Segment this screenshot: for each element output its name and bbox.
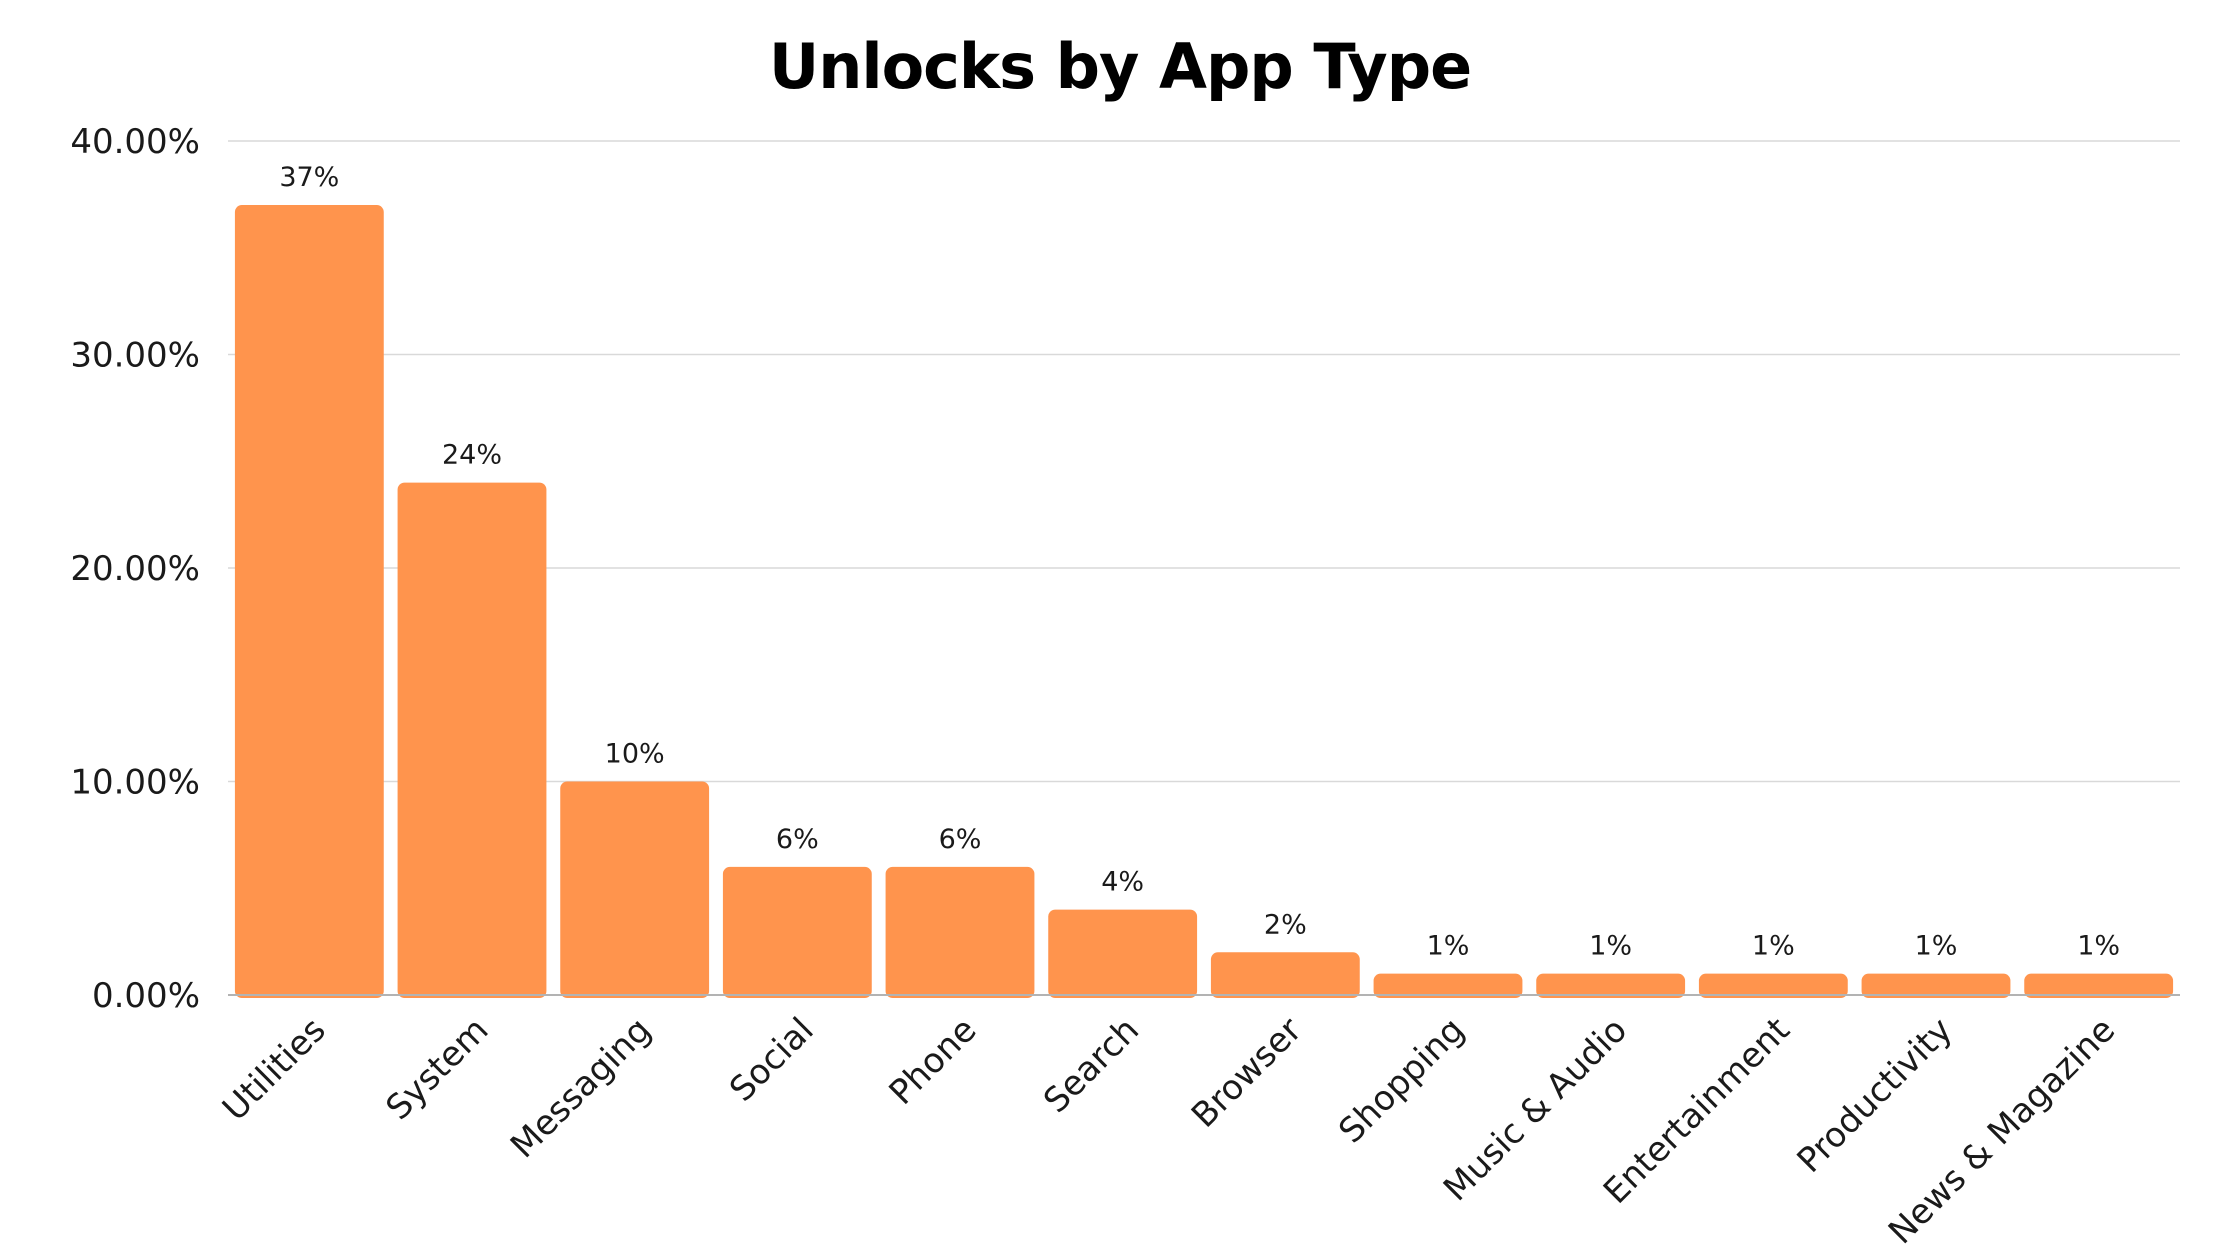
x-category-label: Productivity	[1790, 1010, 1961, 1181]
y-tick-label: 10.00%	[70, 763, 200, 803]
bar	[1698, 973, 1848, 998]
bar	[1536, 973, 1686, 998]
y-tick-label: 0.00%	[92, 976, 200, 1016]
x-category-label: System	[378, 1010, 496, 1128]
data-label: 6%	[939, 824, 982, 855]
data-label: 1%	[1915, 931, 1958, 962]
x-category-label: Social	[722, 1010, 822, 1110]
data-label: 6%	[776, 824, 819, 855]
x-category-label: Browser	[1184, 1010, 1310, 1136]
data-label: 1%	[1589, 931, 1632, 962]
chart-title: Unlocks by App Type	[768, 30, 1472, 103]
bar	[1048, 909, 1198, 998]
bar	[1210, 952, 1360, 998]
x-category-label: Messaging	[503, 1010, 659, 1166]
bar	[397, 482, 547, 999]
bar	[885, 866, 1035, 998]
x-category-label: Phone	[882, 1010, 985, 1113]
bar	[722, 866, 872, 998]
data-label: 2%	[1264, 909, 1307, 940]
bar	[234, 205, 384, 999]
data-label: 4%	[1101, 867, 1144, 898]
bar	[560, 781, 710, 998]
data-label: 24%	[442, 440, 502, 471]
bar	[2024, 973, 2174, 998]
data-label: 1%	[1427, 931, 1470, 962]
y-tick-label: 30.00%	[70, 336, 200, 376]
x-category-label: Shopping	[1331, 1010, 1472, 1151]
bars	[234, 205, 2174, 999]
data-label: 1%	[1752, 931, 1795, 962]
gridlines	[228, 140, 2180, 783]
y-tick-label: 40.00%	[70, 122, 200, 162]
x-category-label: Search	[1036, 1010, 1147, 1121]
bar	[1861, 973, 2011, 998]
x-category-label: Utilities	[215, 1010, 334, 1129]
bar	[1373, 973, 1523, 998]
y-tick-label: 20.00%	[70, 549, 200, 589]
y-axis-tick-labels: 0.00% 10.00% 20.00% 30.00% 40.00%	[70, 122, 200, 1016]
x-axis-category-labels: Utilities System Messaging Social Phone Searc…	[215, 1010, 2123, 1252]
data-label: 1%	[2077, 931, 2120, 962]
data-label: 37%	[279, 162, 339, 193]
data-labels: 37% 24% 10% 6% 6% 4% 2% 1% 1% 1% 1% 1%	[279, 162, 2120, 962]
data-label: 10%	[605, 739, 665, 770]
